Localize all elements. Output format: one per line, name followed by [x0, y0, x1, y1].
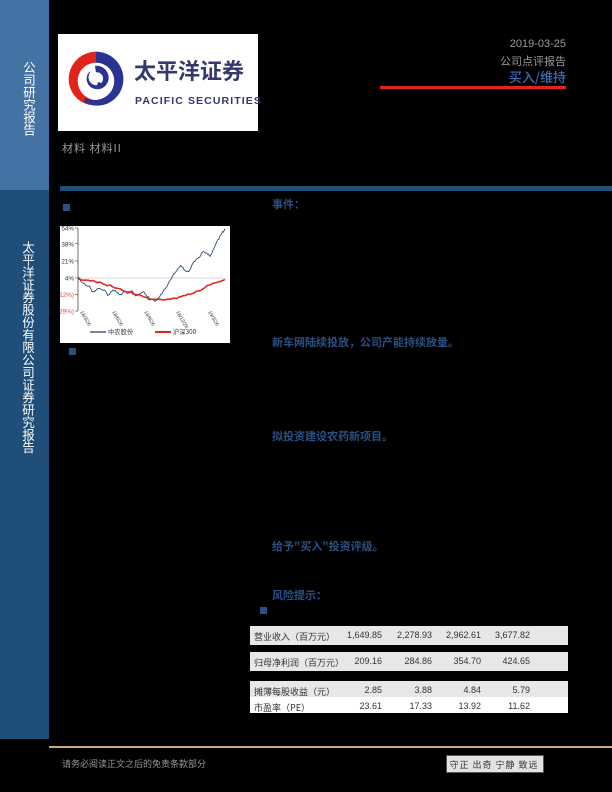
svg-text:21%: 21% [61, 259, 74, 266]
svg-text:(29%): (29%) [60, 309, 74, 316]
svg-text:38%: 38% [61, 241, 74, 248]
svg-text:18/3/26: 18/3/26 [78, 310, 92, 328]
svg-text:4%: 4% [65, 276, 75, 283]
svg-text:(12%): (12%) [60, 292, 74, 299]
svg-text:沪深300: 沪深300 [173, 327, 197, 336]
svg-text:18/9/26: 18/9/26 [142, 310, 156, 328]
svg-text:54%: 54% [61, 226, 74, 233]
svg-text:18/6/26: 18/6/26 [110, 310, 124, 328]
svg-text:19/3/26: 19/3/26 [206, 310, 220, 328]
svg-text:中农股份: 中农股份 [108, 327, 134, 336]
